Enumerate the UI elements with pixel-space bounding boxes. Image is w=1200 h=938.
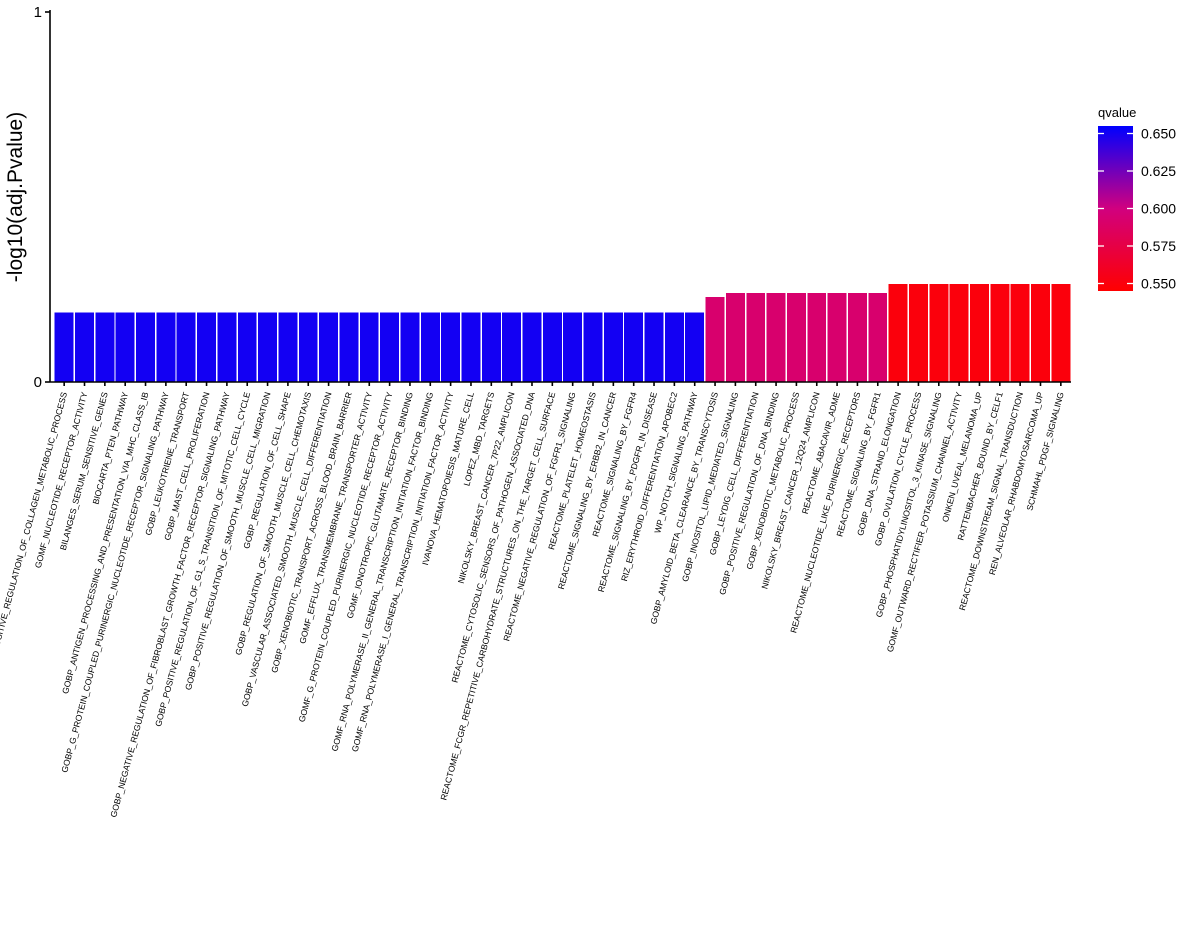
bar: [583, 312, 603, 382]
bar: [156, 312, 176, 382]
bar: [807, 292, 827, 382]
bar: [644, 312, 664, 382]
bar: [339, 312, 359, 382]
bar: [949, 283, 969, 382]
bar: [298, 312, 318, 382]
y-tick-label-0: 0: [34, 374, 42, 391]
bar: [990, 283, 1010, 382]
legend-tick-label: 0.600: [1141, 201, 1176, 217]
bar: [176, 312, 196, 382]
bar: [786, 292, 806, 382]
bar: [258, 312, 278, 382]
legend-tick-label: 0.650: [1141, 126, 1176, 142]
bar: [400, 312, 420, 382]
bar: [868, 292, 888, 382]
bar: [136, 312, 155, 382]
bar: [766, 292, 786, 382]
bar: [522, 312, 542, 382]
bar: [1010, 283, 1030, 382]
bar: [1031, 283, 1050, 382]
bar: [441, 312, 461, 382]
bar: [115, 312, 135, 382]
bar: [929, 283, 949, 382]
bar: [542, 312, 562, 382]
bar: [380, 312, 400, 382]
bar: [888, 283, 908, 382]
legend-ticks: 0.650 0.625 0.600 0.575 0.550: [1098, 126, 1176, 292]
bar: [827, 292, 847, 382]
bar: [481, 312, 501, 382]
bar: [359, 312, 379, 382]
bar: [197, 312, 217, 382]
bar: [75, 312, 94, 382]
x-tick-labels: GOBP_POSITIVE_REGULATION_OF_COLLAGEN_MET…: [0, 390, 1066, 818]
bar: [278, 312, 298, 382]
bar: [54, 312, 74, 382]
bar: [95, 312, 115, 382]
bar: [685, 312, 705, 382]
bar: [725, 292, 745, 382]
bar: [502, 312, 522, 382]
y-axis-title: -log10(adj.Pvalue): [4, 112, 27, 282]
bar: [847, 292, 867, 382]
bar: [970, 283, 989, 382]
qvalue-legend: qvalue 0.650 0.625 0.600 0.575 0.550: [1098, 105, 1176, 292]
legend-tick-label: 0.625: [1141, 163, 1176, 179]
bar: [746, 292, 766, 382]
bar: [624, 312, 644, 382]
bar: [563, 312, 583, 382]
legend-tick-label: 0.550: [1141, 276, 1176, 292]
bar: [664, 312, 684, 382]
bars-layer: [54, 283, 1071, 386]
legend-tick-label: 0.575: [1141, 238, 1176, 254]
bar: [420, 312, 440, 382]
legend-title: qvalue: [1098, 105, 1136, 120]
bar: [319, 312, 339, 382]
y-tick-label-1: 1: [34, 4, 42, 21]
x-tick-label: GOBP_POSITIVE_REGULATION_OF_COLLAGEN_MET…: [0, 391, 69, 682]
bar: [705, 296, 725, 382]
bar: [217, 312, 237, 382]
bar: [237, 312, 257, 382]
bar: [1051, 283, 1071, 382]
bar: [461, 312, 481, 382]
bar: [603, 312, 623, 382]
bar: [908, 283, 928, 382]
